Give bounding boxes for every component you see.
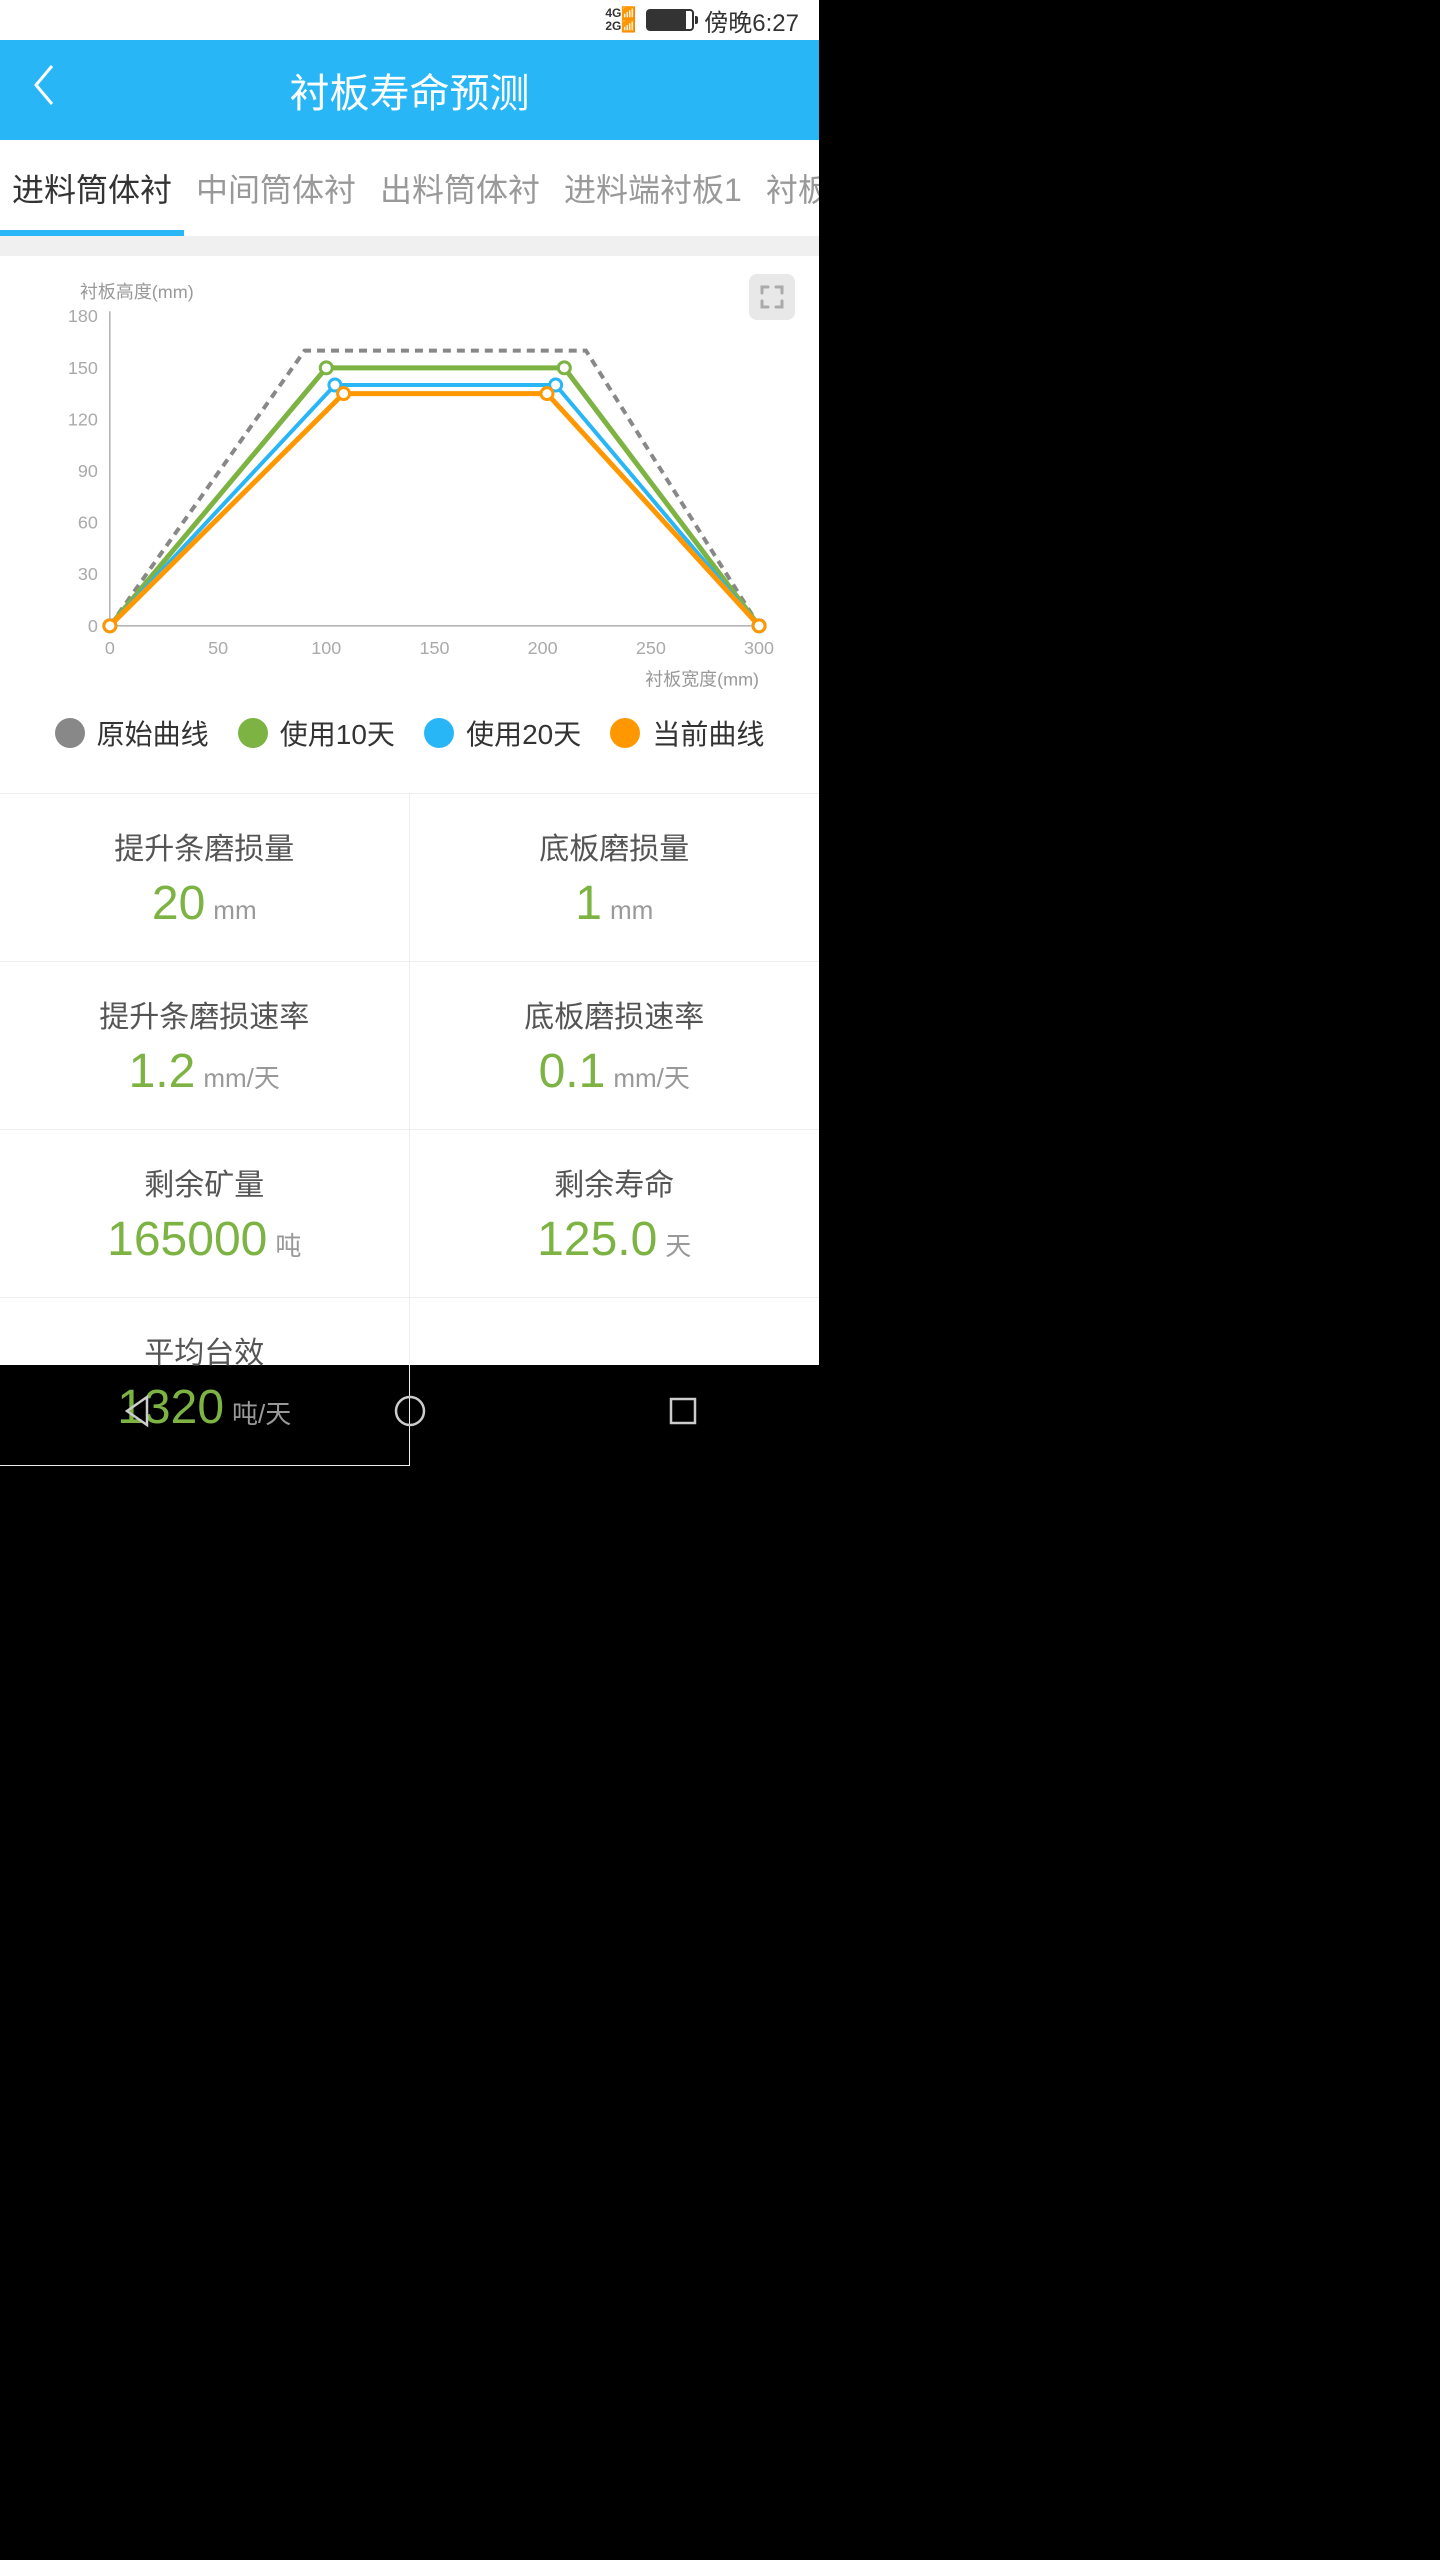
legend-label: 当前曲线 — [652, 713, 764, 753]
metric-value: 125.0 — [537, 1212, 657, 1267]
tab-0[interactable]: 进料筒体衬 — [0, 140, 184, 236]
svg-text:100: 100 — [311, 638, 341, 658]
tab-1[interactable]: 中间筒体衬 — [184, 140, 368, 236]
metric-label: 底板磨损量 — [430, 824, 800, 868]
metric-1: 底板磨损量 1 mm — [410, 794, 820, 962]
metric-5: 剩余寿命 125.0 天 — [410, 1130, 820, 1298]
expand-button[interactable] — [749, 274, 795, 320]
battery-icon — [646, 9, 694, 31]
metric-unit: mm/天 — [203, 1058, 280, 1095]
svg-text:90: 90 — [78, 461, 98, 481]
svg-text:120: 120 — [68, 409, 98, 429]
tab-4[interactable]: 衬板断 — [754, 140, 819, 236]
svg-text:50: 50 — [208, 638, 228, 658]
metric-3: 底板磨损速率 0.1 mm/天 — [410, 962, 820, 1130]
status-time: 傍晚6:27 — [704, 3, 799, 38]
metric-unit: 吨/天 — [232, 1394, 291, 1431]
svg-text:衬板高度(mm): 衬板高度(mm) — [80, 282, 194, 302]
status-bar: 4G📶2G📶 傍晚6:27 — [0, 0, 819, 40]
metric-value: 165000 — [107, 1212, 267, 1267]
metric-2: 提升条磨损速率 1.2 mm/天 — [0, 962, 410, 1130]
metric-value: 20 — [152, 876, 205, 931]
page-title: 衬板寿命预测 — [0, 61, 819, 119]
legend-dot-icon — [424, 718, 454, 748]
metric-label: 剩余寿命 — [430, 1160, 800, 1204]
legend-item-1: 使用10天 — [238, 713, 395, 753]
metric-value: 1 — [575, 876, 602, 931]
svg-text:300: 300 — [744, 638, 774, 658]
metric-value: 1.2 — [129, 1044, 196, 1099]
svg-text:150: 150 — [68, 358, 98, 378]
section-gap — [0, 236, 819, 256]
svg-text:0: 0 — [88, 616, 98, 636]
legend-dot-icon — [238, 718, 268, 748]
metric-unit: 吨 — [275, 1226, 301, 1263]
tab-2[interactable]: 出料筒体衬 — [368, 140, 552, 236]
back-button[interactable] — [30, 62, 56, 118]
svg-text:0: 0 — [105, 638, 115, 658]
metric-0: 提升条磨损量 20 mm — [0, 794, 410, 962]
metric-label: 底板磨损速率 — [430, 992, 800, 1036]
legend-label: 使用10天 — [280, 713, 395, 753]
metric-label: 提升条磨损量 — [20, 824, 389, 868]
app-header: 衬板寿命预测 — [0, 40, 819, 140]
legend-label: 原始曲线 — [97, 713, 209, 753]
metric-4: 剩余矿量 165000 吨 — [0, 1130, 410, 1298]
metric-value: 0.1 — [539, 1044, 606, 1099]
metric-label: 提升条磨损速率 — [20, 992, 389, 1036]
chart-legend: 原始曲线 使用10天 使用20天 当前曲线 — [20, 701, 799, 773]
svg-text:30: 30 — [78, 564, 98, 584]
metric-label: 剩余矿量 — [20, 1160, 389, 1204]
metric-label: 平均台效 — [20, 1328, 389, 1372]
nav-recent-button[interactable] — [665, 1393, 701, 1429]
metric-unit: mm — [213, 895, 256, 926]
legend-item-3: 当前曲线 — [610, 713, 764, 753]
metric-unit: mm — [610, 895, 653, 926]
svg-text:衬板宽度(mm): 衬板宽度(mm) — [645, 670, 759, 690]
chart-panel: 衬板高度(mm) 0 30 60 90 120 150 180 0 50 100 150 200 250 3… — [0, 256, 819, 793]
tab-bar: 进料筒体衬中间筒体衬出料筒体衬进料端衬板1衬板断 — [0, 140, 819, 236]
nav-home-button[interactable] — [392, 1393, 428, 1429]
legend-item-2: 使用20天 — [424, 713, 581, 753]
legend-item-0: 原始曲线 — [55, 713, 209, 753]
signal-indicator: 4G📶2G📶 — [605, 7, 636, 33]
svg-text:60: 60 — [78, 513, 98, 533]
metric-unit: 天 — [665, 1226, 691, 1263]
svg-text:150: 150 — [419, 638, 449, 658]
svg-text:180: 180 — [68, 306, 98, 326]
nav-back-button[interactable] — [119, 1393, 155, 1429]
legend-dot-icon — [610, 718, 640, 748]
legend-dot-icon — [55, 718, 85, 748]
metric-unit: mm/天 — [613, 1058, 690, 1095]
svg-text:250: 250 — [636, 638, 666, 658]
metric-6: 平均台效 1320 吨/天 — [0, 1298, 410, 1466]
legend-label: 使用20天 — [466, 713, 581, 753]
svg-text:200: 200 — [528, 638, 558, 658]
tab-3[interactable]: 进料端衬板1 — [552, 140, 754, 236]
line-chart: 衬板高度(mm) 0 30 60 90 120 150 180 0 50 100 150 200 250 3… — [20, 276, 799, 696]
